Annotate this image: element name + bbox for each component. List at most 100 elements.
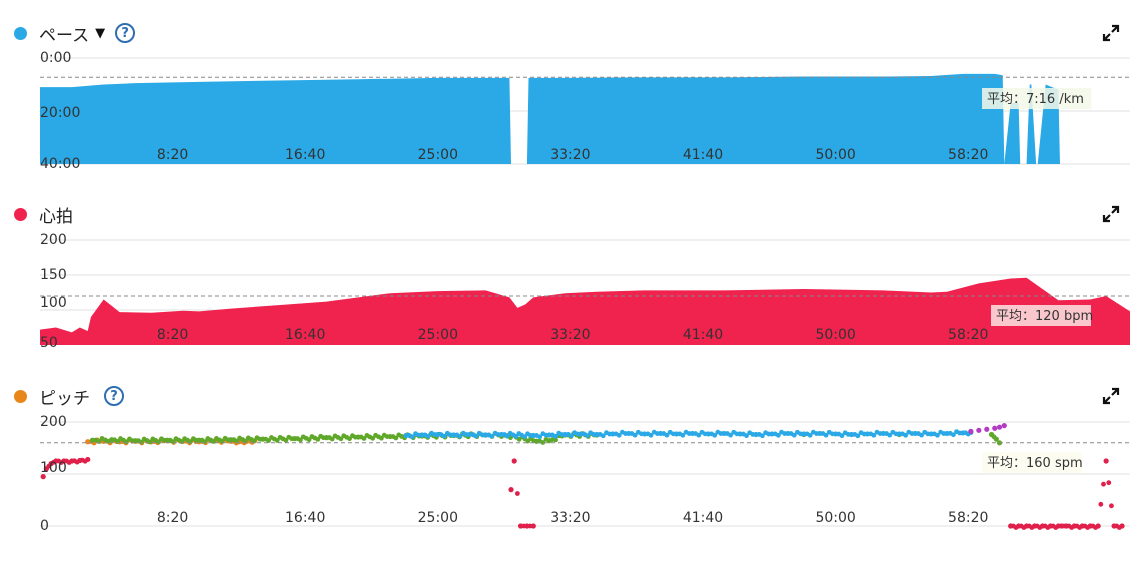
- cadence-point: [473, 433, 479, 439]
- cadence-point: [782, 431, 788, 436]
- help-icon[interactable]: ?: [104, 386, 124, 406]
- cadence-point: [479, 432, 485, 438]
- y-tick-label: 40:00: [40, 156, 80, 172]
- x-tick-label: 50:00: [815, 510, 855, 526]
- cadence-point: [130, 438, 135, 443]
- cadence-point: [540, 440, 546, 445]
- cadence-point: [976, 427, 982, 433]
- cadence-point: [1101, 481, 1106, 487]
- hr-area-series: [40, 277, 1130, 345]
- x-tick-label: 25:00: [418, 327, 458, 343]
- cadence-point: [1053, 525, 1059, 530]
- pace-header: ペース ▼ ?: [14, 20, 136, 46]
- cadence-point: [909, 431, 915, 436]
- cadence-point: [1085, 525, 1090, 530]
- cadence-point: [553, 433, 558, 439]
- cadence-point: [384, 434, 390, 440]
- average-label-bg: [982, 452, 1082, 473]
- cadence-title: ピッチ: [39, 388, 90, 409]
- cadence-point: [289, 436, 295, 442]
- cadence-point: [1103, 458, 1109, 464]
- cadence-point: [504, 433, 510, 439]
- expand-icon[interactable]: [1102, 205, 1120, 223]
- hr-title: 心拍: [39, 206, 73, 227]
- cadence-point: [464, 432, 469, 437]
- cadence-point: [893, 431, 899, 437]
- cadence-point: [243, 438, 248, 444]
- cadence-point: [1045, 525, 1051, 530]
- average-label: 平均：160 spm: [987, 456, 1083, 471]
- cadence-point: [527, 523, 533, 529]
- cadence-point: [51, 459, 56, 465]
- x-tick-label: 25:00: [418, 510, 458, 526]
- cadence-point: [441, 433, 447, 439]
- cadence-point: [338, 436, 344, 442]
- cadence-point: [1093, 525, 1098, 530]
- cadence-point: [193, 437, 199, 443]
- cadence-point: [798, 431, 804, 437]
- cadence-point: [393, 435, 399, 441]
- cadence-point: [814, 431, 819, 436]
- cadence-point: [855, 433, 861, 439]
- cadence-point: [489, 433, 495, 439]
- cadence-point: [370, 435, 376, 441]
- x-tick-label: 58:20: [948, 327, 988, 343]
- dropdown-caret-icon[interactable]: ▼: [95, 25, 106, 41]
- cadence-point: [845, 431, 851, 437]
- cadence-point: [416, 432, 422, 438]
- cadence-point: [1106, 480, 1112, 486]
- cadence-legend-dot: [14, 389, 27, 403]
- cadence-point: [211, 439, 216, 444]
- cadence-point: [425, 433, 431, 439]
- cadence-point: [728, 432, 733, 438]
- x-tick-label: 50:00: [815, 147, 855, 163]
- cadence-point: [655, 431, 660, 436]
- x-tick-label: 8:20: [157, 327, 188, 343]
- cadence-point: [74, 459, 80, 465]
- cadence-point: [513, 434, 519, 439]
- cadence-point: [584, 433, 590, 439]
- pace-area-series: [526, 73, 1005, 164]
- x-tick-label: 41:40: [683, 147, 723, 163]
- expand-icon[interactable]: [1102, 24, 1120, 42]
- cadence-point: [1069, 525, 1075, 530]
- cadence-point: [283, 437, 289, 443]
- x-tick-label: 16:40: [285, 327, 325, 343]
- cadence-point: [559, 432, 565, 437]
- cadence-point: [575, 431, 581, 437]
- cadence-point: [648, 432, 654, 438]
- hr-chart: 200 150 100 50 8:20 16:40 25:00 33:20 41:40 50:00…: [40, 232, 1130, 351]
- y-tick-label: 150: [40, 267, 67, 283]
- cadence-point: [919, 432, 924, 438]
- cadence-point: [162, 437, 167, 443]
- cadence-point: [718, 431, 724, 436]
- cadence-point: [632, 432, 638, 438]
- cadence-point: [1116, 525, 1122, 530]
- x-tick-label: 8:20: [157, 147, 188, 163]
- cadence-point: [321, 435, 326, 441]
- cadence-point: [378, 435, 384, 441]
- cadence-point: [744, 433, 749, 439]
- hr-header: 心拍: [14, 201, 73, 227]
- y-tick-label: 200: [40, 414, 67, 430]
- cadence-point: [409, 434, 415, 440]
- cadence-point: [274, 438, 280, 443]
- x-tick-label: 25:00: [418, 147, 458, 163]
- x-tick-label: 41:40: [683, 327, 723, 343]
- expand-icon[interactable]: [1102, 387, 1120, 405]
- cadence-point: [266, 438, 271, 443]
- average-label: 平均：7:16 /km: [987, 92, 1084, 107]
- cadence-point: [138, 439, 144, 445]
- cadence-point: [702, 431, 708, 437]
- cadence-point: [234, 438, 240, 444]
- cadence-point: [527, 433, 533, 438]
- average-label: 平均：120 bpm: [996, 309, 1093, 324]
- cadence-point: [543, 436, 549, 442]
- help-icon[interactable]: ?: [115, 23, 136, 43]
- cadence-point: [514, 491, 520, 496]
- x-tick-label: 8:20: [157, 510, 188, 526]
- cadence-point: [600, 433, 606, 439]
- cadence-point: [508, 487, 514, 493]
- cadence-point: [807, 432, 813, 438]
- cadence-point: [1029, 525, 1035, 530]
